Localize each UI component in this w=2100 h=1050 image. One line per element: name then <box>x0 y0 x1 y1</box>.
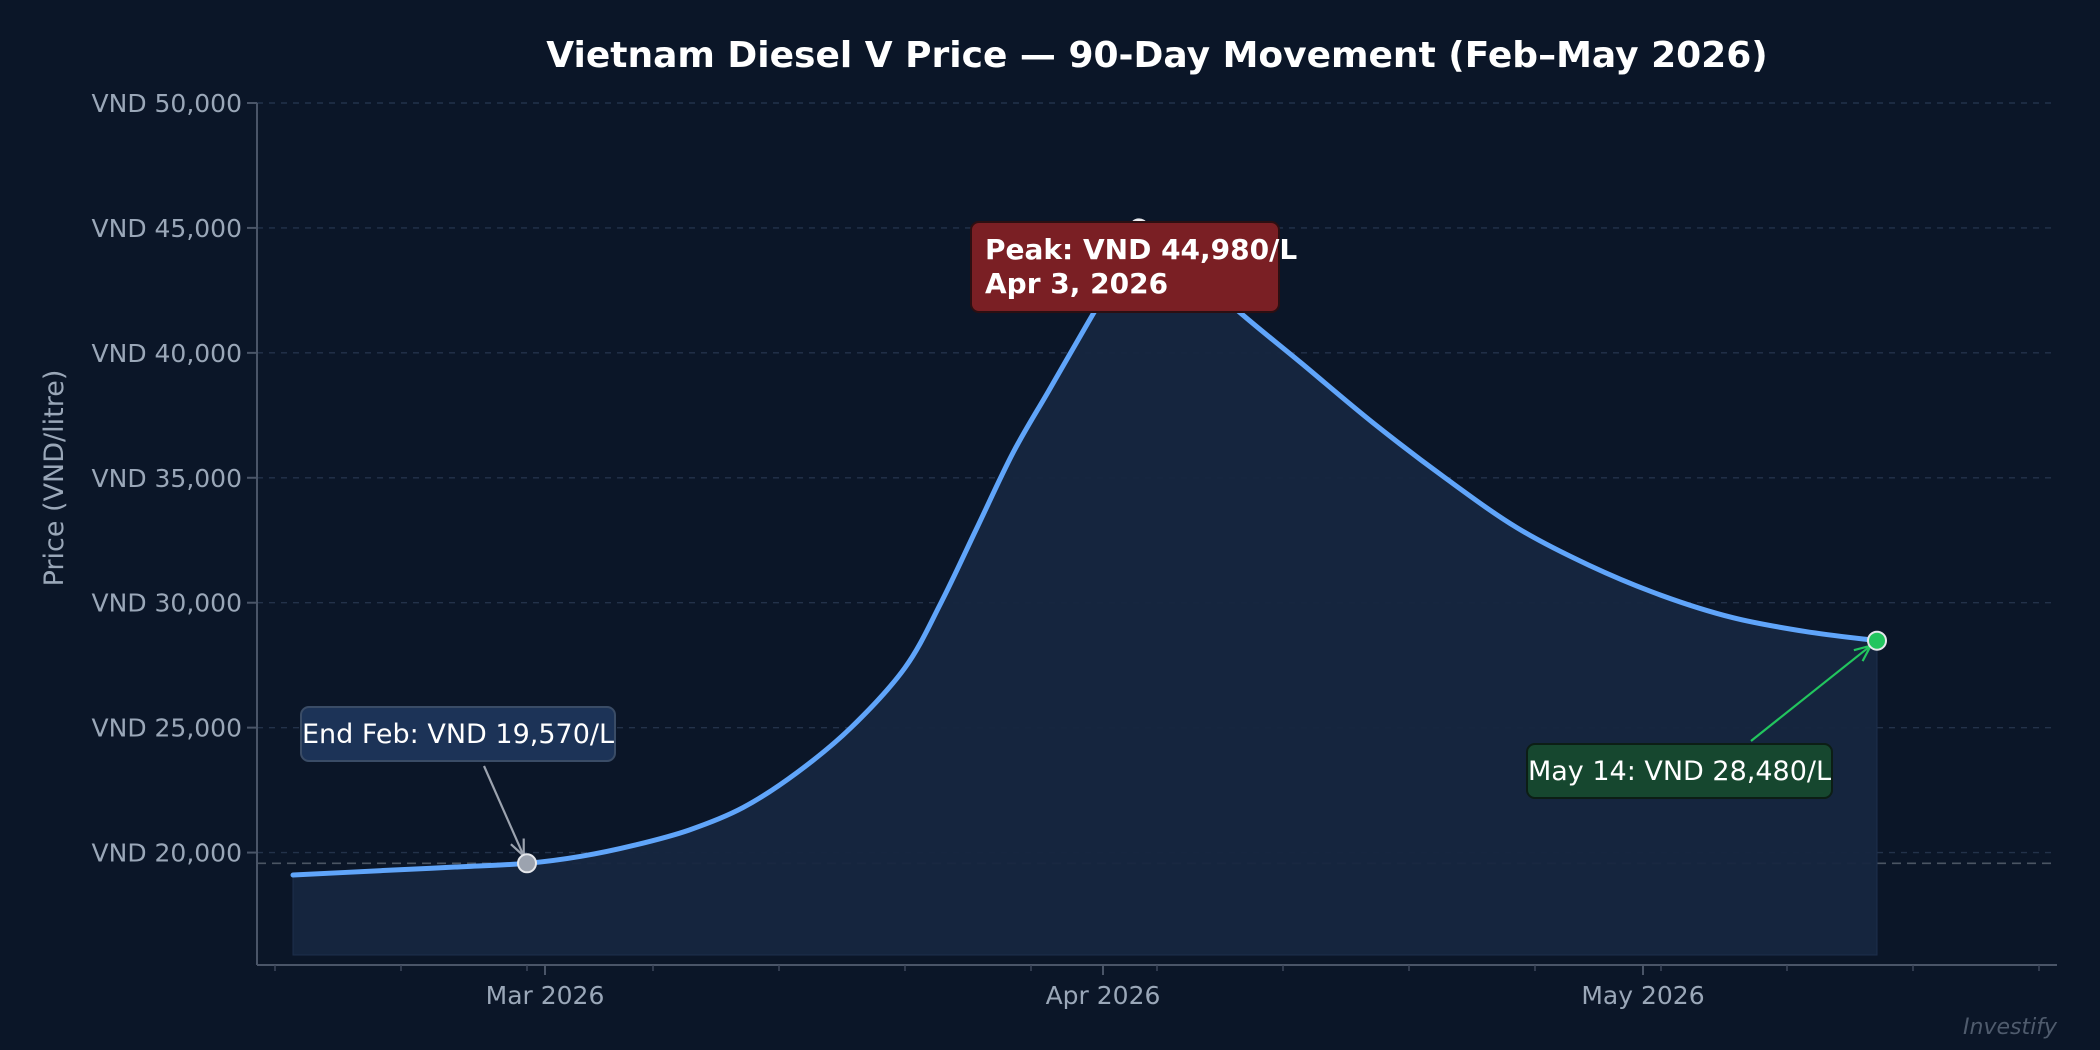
annotation: May 14: VND 28,480/L <box>1526 630 1887 799</box>
y-tick-label: VND 25,000 <box>92 714 242 743</box>
annotation-label: End Feb: VND 19,570/L <box>302 719 614 750</box>
x-tick-label: Apr 2026 <box>1046 981 1161 1010</box>
watermark: Investify <box>1963 1015 2058 1040</box>
y-tick-label: VND 30,000 <box>92 589 242 618</box>
y-axis-title: Price (VND/litre) <box>39 370 70 587</box>
series-line <box>290 225 1880 878</box>
axes: VND 20,000 VND 25,000 VND 30,000 VND 35,000… <box>92 89 2057 1010</box>
series-area <box>292 227 1878 956</box>
y-tick-label: VND 35,000 <box>92 464 242 493</box>
annotation-sublabel: Apr 3, 2026 <box>985 267 1168 300</box>
y-tick-label: VND 20,000 <box>92 839 242 868</box>
annotation-arrow <box>482 765 527 861</box>
annotation: End Feb: VND 19,570/L <box>300 706 616 874</box>
annotation-marker <box>1867 630 1887 651</box>
annotation-label: May 14: VND 28,480/L <box>1528 756 1831 787</box>
annotations: End Feb: VND 19,570/L Peak: VND 44,980/LA… <box>300 218 1887 874</box>
y-tick-label: VND 50,000 <box>92 89 242 118</box>
x-tick-label: Mar 2026 <box>486 981 605 1010</box>
x-tick-label: May 2026 <box>1581 981 1704 1010</box>
annotation-marker <box>517 853 537 874</box>
area-fill <box>292 227 1878 956</box>
y-tick-label: VND 45,000 <box>92 214 242 243</box>
annotation-box <box>300 706 616 762</box>
y-tick-label: VND 40,000 <box>92 339 242 368</box>
annotation-label: Peak: VND 44,980/L <box>985 233 1297 266</box>
annotation-box <box>1526 743 1833 799</box>
series-line-path <box>290 225 1880 878</box>
chart-title: Vietnam Diesel V Price — 90-Day Movement… <box>546 35 1768 76</box>
annotation-box <box>970 221 1280 313</box>
annotation-arrow <box>1750 642 1874 742</box>
